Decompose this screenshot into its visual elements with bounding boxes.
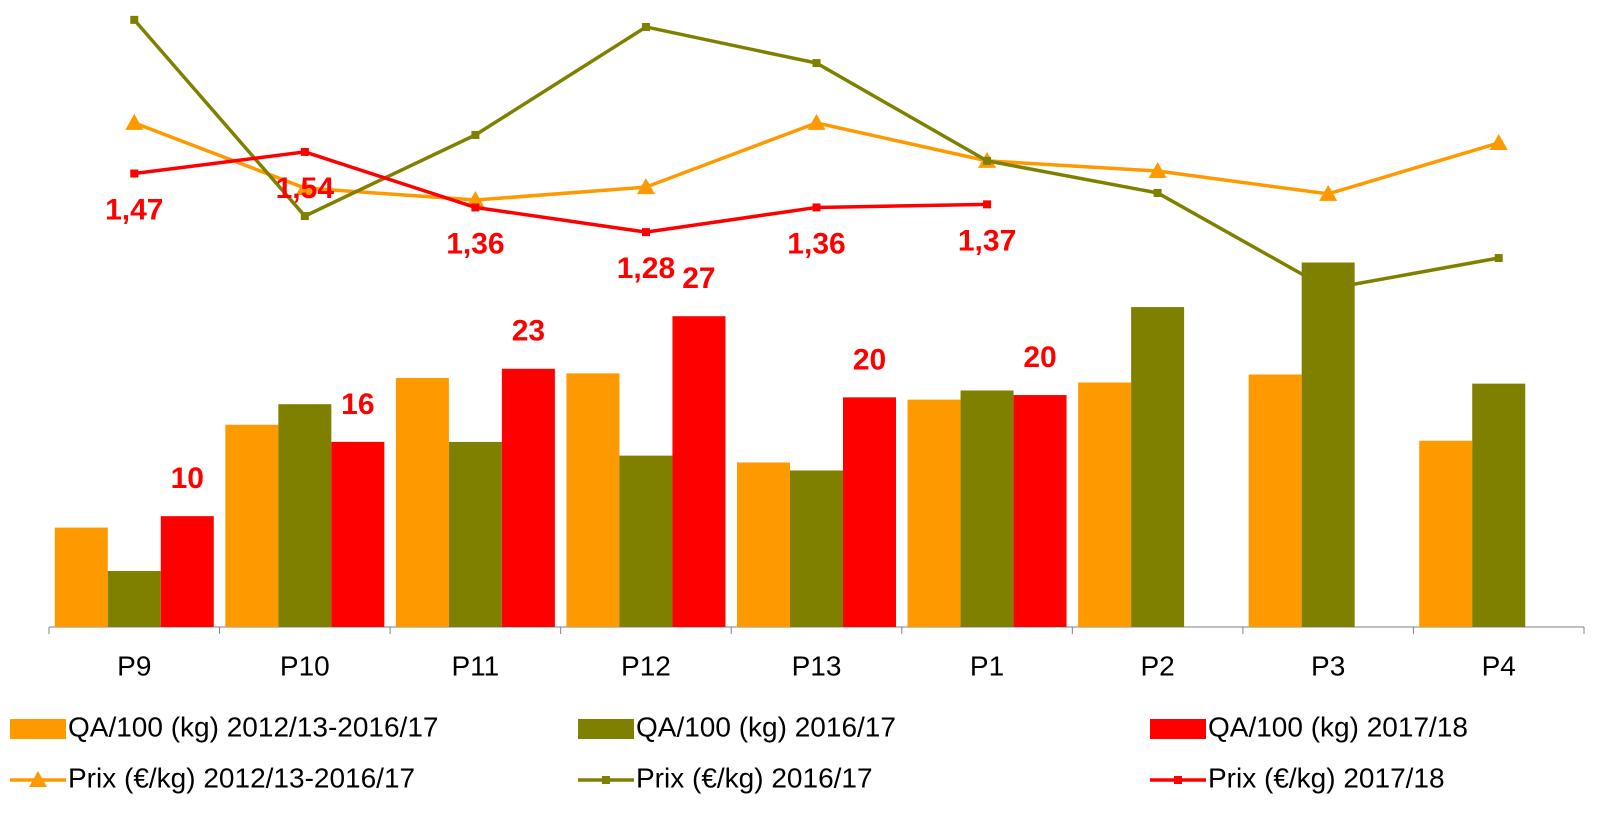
data-label: 1,36 — [446, 227, 504, 260]
line-marker — [983, 156, 992, 165]
bar — [1013, 395, 1067, 627]
bar — [843, 397, 896, 627]
line-marker — [130, 15, 139, 24]
line-marker — [130, 169, 139, 178]
line-marker — [1324, 284, 1333, 293]
bar — [619, 455, 673, 627]
legend-marker — [602, 776, 610, 784]
line-marker — [636, 178, 655, 195]
data-label: 1,47 — [105, 193, 163, 226]
bar — [54, 527, 108, 627]
x-tick-label: P3 — [1311, 650, 1345, 681]
line-marker — [471, 203, 480, 212]
x-tick-label: P13 — [792, 650, 842, 681]
bar — [1078, 382, 1132, 627]
legend-label: Prix (€/kg) 2017/18 — [1208, 762, 1445, 793]
legend-swatch — [10, 719, 66, 739]
bar — [331, 441, 385, 627]
line-marker — [641, 22, 650, 31]
x-tick-label: P2 — [1140, 650, 1174, 681]
legend-marker — [1174, 776, 1182, 784]
bar — [395, 377, 449, 627]
line-marker — [471, 130, 480, 139]
data-label: 10 — [171, 462, 204, 495]
data-label: 20 — [853, 343, 886, 376]
legend-label: QA/100 (kg) 2016/17 — [636, 711, 896, 742]
x-tick-label: P4 — [1482, 650, 1516, 681]
bar — [1131, 307, 1185, 627]
bar — [737, 462, 790, 627]
line-marker — [641, 228, 650, 237]
line — [134, 150, 988, 234]
line-marker — [1153, 188, 1162, 197]
data-label: 1,54 — [276, 172, 335, 205]
bar — [1419, 440, 1473, 627]
line-marker — [1319, 184, 1338, 201]
x-tick-label: P12 — [621, 650, 671, 681]
line-marker — [300, 147, 309, 156]
line-marker — [812, 203, 821, 212]
bar — [907, 399, 961, 627]
line-marker — [807, 113, 826, 130]
data-label: 23 — [512, 315, 545, 348]
legend-swatch — [578, 719, 634, 739]
x-tick-label: P11 — [452, 650, 500, 681]
line-marker — [300, 212, 309, 221]
bar — [790, 470, 843, 627]
x-tick-label: P1 — [970, 650, 1004, 681]
line-marker — [1494, 254, 1503, 263]
line-marker — [1148, 162, 1167, 179]
line-marker — [812, 59, 821, 68]
legend-label: Prix (€/kg) 2016/17 — [636, 762, 873, 793]
data-label: 27 — [682, 262, 715, 295]
legend-marker — [29, 771, 47, 787]
data-label: 1,36 — [787, 227, 845, 260]
data-label: 20 — [1023, 341, 1056, 374]
line-marker — [466, 191, 485, 208]
bar — [566, 373, 620, 627]
bar — [1301, 262, 1355, 627]
bar — [501, 368, 555, 627]
bar — [960, 390, 1014, 627]
legend-label: Prix (€/kg) 2012/13-2016/17 — [68, 762, 415, 793]
bar — [160, 516, 214, 627]
bar — [107, 571, 161, 627]
line-marker — [125, 113, 144, 130]
data-label: 1,28 — [617, 252, 675, 285]
bar — [1472, 383, 1526, 627]
bar — [225, 424, 279, 627]
line-marker — [295, 179, 314, 196]
x-tick-label: P9 — [117, 650, 151, 681]
line-marker — [1489, 133, 1508, 150]
legend-label: QA/100 (kg) 2012/13-2016/17 — [68, 711, 438, 742]
bar — [672, 316, 726, 627]
legend-label: QA/100 (kg) 2017/18 — [1208, 711, 1468, 742]
bar — [278, 404, 332, 627]
data-label: 1,37 — [958, 224, 1016, 257]
legend-swatch — [1150, 719, 1206, 739]
data-label: 16 — [341, 388, 374, 421]
line-marker — [983, 200, 992, 209]
bar — [448, 441, 502, 627]
bar — [1248, 374, 1302, 627]
x-tick-label: P10 — [280, 650, 330, 681]
